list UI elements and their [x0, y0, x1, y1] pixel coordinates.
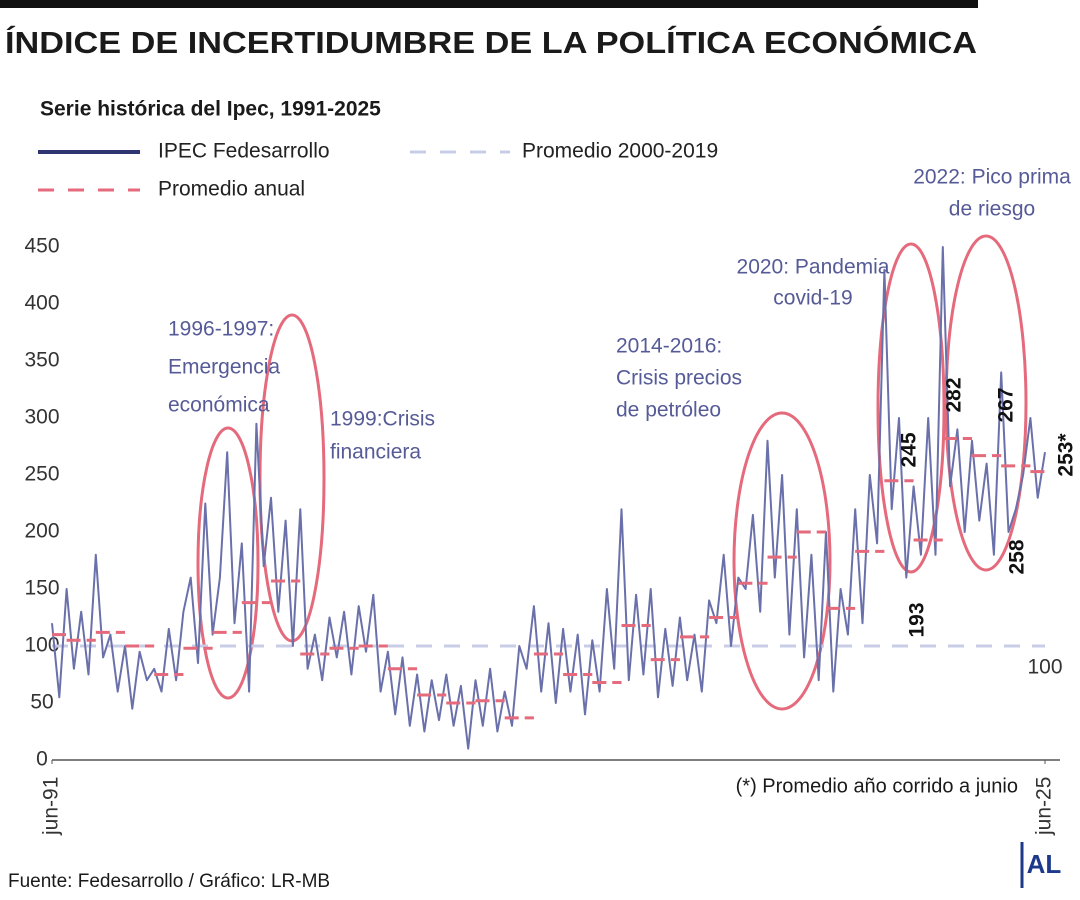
annotation: covid-19 [773, 287, 852, 310]
highlight-ellipse [876, 242, 946, 574]
annotation: de riesgo [949, 198, 1035, 221]
highlight-ellipse [196, 426, 260, 700]
y-tick-label: 0 [36, 748, 48, 771]
annotation: financiera [330, 441, 421, 464]
data-label: 282 [943, 377, 966, 412]
annotation: Crisis precios [616, 367, 742, 390]
y-tick-label: 350 [24, 349, 59, 372]
data-label: 193 [906, 602, 929, 637]
y-tick-label: 200 [24, 520, 59, 543]
y-tick-label: 450 [24, 235, 59, 258]
chart-title: ÍNDICE DE INCERTIDUMBRE DE LA POLÍTICA E… [5, 24, 977, 60]
highlight-ellipse [944, 234, 1028, 572]
annotation: 1996-1997: [168, 318, 274, 341]
y-tick-label: 100 [24, 634, 59, 657]
data-label: 245 [898, 432, 921, 467]
x-tick-label: jun-91 [40, 777, 63, 836]
annotation: económica [168, 394, 270, 417]
data-label: 258 [1006, 539, 1029, 574]
top-bar [0, 0, 978, 8]
legend-label: IPEC Fedesarrollo [158, 140, 330, 163]
data-label: 267 [995, 387, 1018, 422]
legend-label: Promedio anual [158, 178, 305, 201]
annotation: 1999:Crisis [330, 408, 435, 431]
x-tick-label: jun-25 [1033, 777, 1056, 836]
footnote: (*) Promedio año corrido a junio [736, 775, 1018, 797]
y-tick-label: 400 [24, 292, 59, 315]
y-tick-label: 50 [30, 691, 53, 714]
y-tick-label: 300 [24, 406, 59, 429]
annotation: Emergencia [168, 356, 280, 379]
reference-label: 100 [1027, 656, 1062, 679]
source: Fuente: Fedesarrollo / Gráfico: LR-MB [8, 871, 330, 892]
data-label: 253* [1055, 433, 1078, 477]
annotation: 2022: Pico prima [913, 166, 1071, 189]
highlight-ellipse [732, 411, 832, 711]
y-tick-label: 250 [24, 463, 59, 486]
logo-box [1021, 842, 1065, 888]
annotation: 2020: Pandemia [737, 256, 890, 279]
logo: AL [1027, 849, 1062, 879]
legend-label: Promedio 2000-2019 [522, 140, 718, 163]
annotation: 2014-2016: [616, 335, 722, 358]
series-line [51, 246, 1046, 750]
y-tick-label: 150 [24, 577, 59, 600]
chart-subtitle: Serie histórica del Ipec, 1991-2025 [40, 98, 381, 121]
annotation: de petróleo [616, 399, 721, 422]
